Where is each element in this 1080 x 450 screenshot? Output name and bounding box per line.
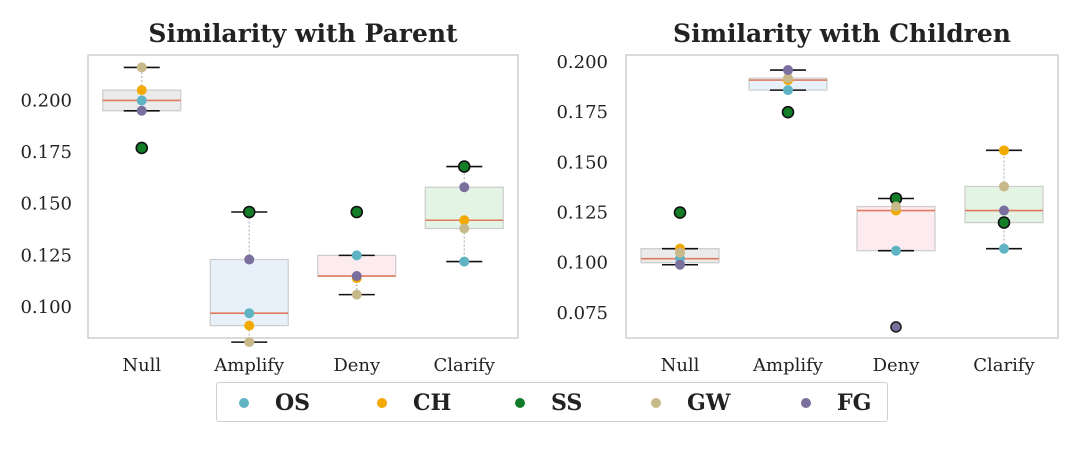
legend: OS CH SS GW FG: [216, 382, 888, 422]
point-gw: [783, 73, 793, 84]
point-ss: [997, 216, 1011, 229]
point-ss: [350, 205, 364, 219]
point-os: [999, 243, 1009, 254]
point-ss: [457, 160, 471, 173]
point-fg: [136, 105, 147, 116]
x-tick-label: Deny: [333, 355, 381, 376]
y-tick-label: 0.100: [20, 297, 72, 318]
x-tick-label: Null: [122, 355, 161, 376]
point-gw: [999, 181, 1009, 192]
point-fg: [351, 271, 362, 282]
point-os: [891, 245, 901, 256]
y-tick-label: 0.100: [556, 253, 608, 274]
legend-label-gw: GW: [687, 390, 731, 416]
point-fg: [890, 321, 902, 333]
y-tick-label: 0.150: [556, 152, 608, 173]
point-os: [459, 256, 470, 267]
panel-1-frame: [87, 54, 519, 339]
x-tick-label: Clarify: [434, 355, 496, 376]
point-os: [244, 308, 255, 319]
box-deny: [856, 205, 936, 252]
point-ss: [673, 206, 687, 219]
point-fg: [459, 182, 470, 193]
legend-label-fg: FG: [837, 390, 872, 416]
legend-marker-gw: [651, 398, 661, 408]
point-fg: [999, 205, 1009, 216]
legend-item-gw: GW: [651, 383, 731, 423]
y-tick-label: 0.150: [20, 194, 72, 215]
point-os: [783, 85, 793, 96]
legend-item-ch: CH: [377, 383, 451, 423]
point-ch: [999, 145, 1009, 156]
point-ch: [136, 85, 147, 96]
x-tick-label: Null: [661, 355, 700, 376]
x-tick-label: Amplify: [752, 355, 824, 376]
legend-label-os: OS: [275, 390, 311, 416]
point-gw: [351, 289, 362, 300]
point-gw: [244, 337, 255, 348]
legend-marker-ss: [515, 398, 525, 408]
x-tick-label: Amplify: [213, 355, 285, 376]
point-os: [136, 95, 147, 106]
legend-label-ss: SS: [551, 390, 583, 416]
point-fg: [783, 65, 793, 76]
x-tick-label: Clarify: [973, 355, 1035, 376]
point-ss: [135, 141, 149, 155]
legend-item-ss: SS: [515, 383, 582, 423]
y-tick-label: 0.200: [20, 90, 72, 111]
y-tick-label: 0.175: [556, 102, 608, 123]
x-tick-label: Deny: [873, 355, 921, 376]
panel-1-title: Similarity with Parent: [148, 19, 458, 48]
y-tick-label: 0.125: [556, 203, 608, 224]
legend-item-fg: FG: [801, 383, 871, 423]
figure: Similarity with Parent 0.100 0.125 0.150 0.1…: [20, 19, 1059, 376]
point-gw: [459, 223, 470, 234]
legend-marker-os: [239, 398, 249, 408]
point-fg: [675, 259, 685, 270]
y-tick-label: 0.075: [556, 303, 608, 324]
point-ch: [459, 215, 470, 226]
point-gw: [136, 62, 147, 73]
y-tick-label: 0.200: [556, 52, 608, 73]
point-ss: [781, 105, 795, 119]
panel-2-title: Similarity with Children: [673, 19, 1011, 48]
legend-label-ch: CH: [413, 390, 452, 416]
legend-marker-fg: [801, 398, 811, 408]
y-tick-label: 0.125: [20, 245, 72, 266]
legend-item-os: OS: [239, 383, 310, 423]
legend-marker-ch: [377, 398, 387, 408]
point-ch: [244, 320, 255, 331]
point-fg: [244, 254, 255, 265]
point-gw: [675, 247, 685, 258]
point-ss: [242, 205, 256, 219]
point-gw: [891, 201, 901, 212]
panel-2-frame: [625, 54, 1059, 339]
point-os: [351, 250, 362, 261]
y-tick-label: 0.175: [20, 142, 72, 163]
